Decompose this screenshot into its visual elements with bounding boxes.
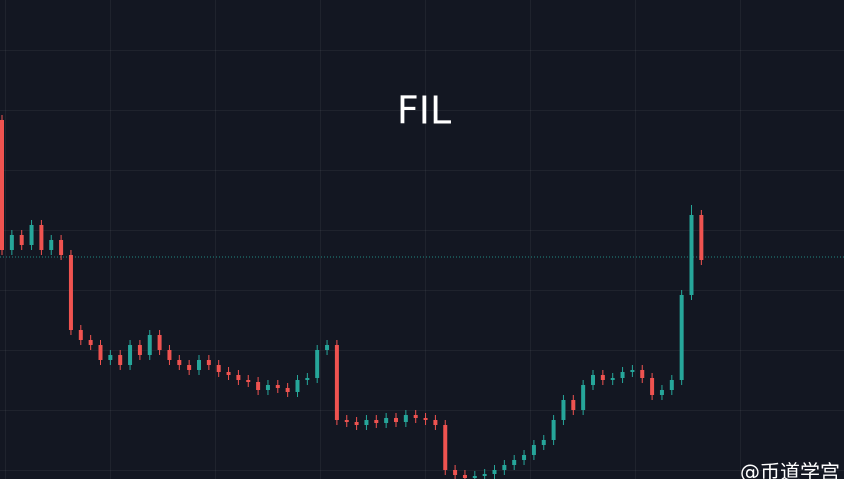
candle-body [118,355,123,365]
candle-body [197,360,201,370]
candle-body [482,474,487,476]
candle-body [630,370,635,372]
candle-body [561,400,566,420]
candle-body [256,382,261,390]
candle-body [423,418,428,420]
candle-body [492,470,497,474]
candle-body [325,345,330,350]
candle-body [49,240,54,250]
candle-body [295,380,300,392]
candle-body [236,375,241,380]
candle-body [472,476,477,478]
candle-body [177,360,182,365]
candle-body [669,380,674,390]
candle-body [98,345,103,360]
candle-body [275,385,280,388]
candle-body [610,378,615,380]
candle-body [403,415,408,422]
candle-body [19,235,24,245]
candle-body [551,420,556,440]
candle-body [394,418,398,422]
candle-body [88,340,93,345]
candle-body [157,335,162,350]
candle-body [650,378,655,395]
candle-body [443,425,448,470]
candle-body [344,420,349,422]
candle-body [541,440,546,445]
candle-body [128,345,133,365]
candle-body [9,235,14,250]
candle-body [226,372,231,375]
candle-body [659,390,664,395]
candle-body [68,255,73,330]
candle-body [305,378,310,380]
chart-title: FIL [397,89,451,133]
watermark: @币道学宫 [740,460,840,479]
candle-body [374,420,379,423]
candle-body [453,470,458,475]
candle-body [512,460,517,465]
candle-body [620,372,625,378]
candle-body [462,475,467,478]
candle-body [433,420,438,425]
candle-body [679,295,684,380]
candle-body [354,422,359,425]
candle-body [600,375,605,380]
candle-body [59,240,64,255]
candle-body [285,388,290,392]
candle-body [581,385,586,410]
candle-body [265,385,270,390]
candle-body [689,215,694,295]
candle-body [571,400,576,410]
candle-body [39,225,44,250]
candle-body [29,225,34,245]
candle-body [0,120,4,250]
candle-body [78,330,83,340]
candle-body [147,335,152,355]
candle-body [315,350,320,378]
candle-body [364,420,369,425]
candle-body [334,345,339,420]
candle-body [246,380,251,382]
candle-body [108,355,113,360]
candle-body [522,455,527,460]
candle-body [384,418,389,423]
candle-body [502,465,507,470]
candle-body [167,350,172,360]
candle-body [640,370,645,378]
candle-body [187,365,192,370]
candle-body [137,345,142,355]
candle-body [531,445,536,455]
candle-body [206,360,211,365]
candle-body [591,375,595,385]
candle-body [699,215,704,260]
candle-body [413,415,418,418]
candle-body [216,365,221,372]
